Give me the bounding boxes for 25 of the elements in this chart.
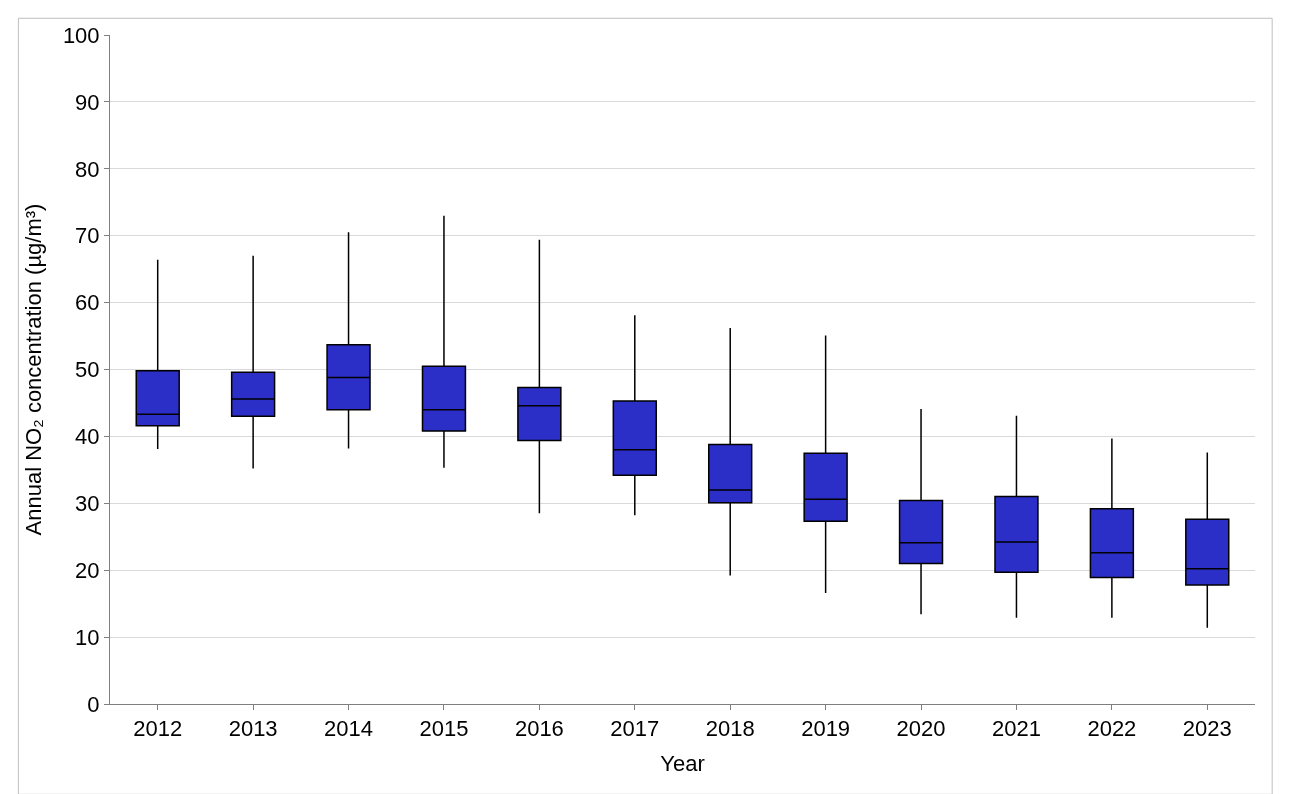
x-tick-label: 2012 xyxy=(133,716,183,742)
x-tick-label: 2014 xyxy=(324,716,374,742)
x-tick-label: 2023 xyxy=(1182,716,1232,742)
x-axis-title: Year xyxy=(660,751,705,777)
y-tick-label: 90 xyxy=(75,89,100,115)
x-tick-label: 2022 xyxy=(1087,716,1137,742)
y-tick-label: 100 xyxy=(62,22,100,48)
x-tick-label: 2016 xyxy=(514,716,564,742)
x-tick-label: 2019 xyxy=(801,716,851,742)
x-tick-label: 2017 xyxy=(610,716,660,742)
y-tick-label: 0 xyxy=(87,691,100,717)
x-tick-label: 2020 xyxy=(896,716,946,742)
y-tick-label: 40 xyxy=(75,424,100,450)
y-tick-label: 80 xyxy=(75,156,100,182)
x-tick-label: 2018 xyxy=(705,716,755,742)
x-tick-label: 2021 xyxy=(991,716,1041,742)
y-tick-label: 60 xyxy=(75,290,100,316)
x-tick-label: 2013 xyxy=(228,716,278,742)
y-tick-label: 50 xyxy=(75,357,100,383)
y-tick-label: 30 xyxy=(75,491,100,516)
y-tick-label: 10 xyxy=(75,624,100,650)
y-tick-label: 20 xyxy=(75,557,100,583)
y-axis-title: Annual NO₂ concentration (µg/m³) xyxy=(20,203,46,536)
y-tick-label: 70 xyxy=(75,223,100,249)
x-tick-label: 2015 xyxy=(419,716,469,742)
